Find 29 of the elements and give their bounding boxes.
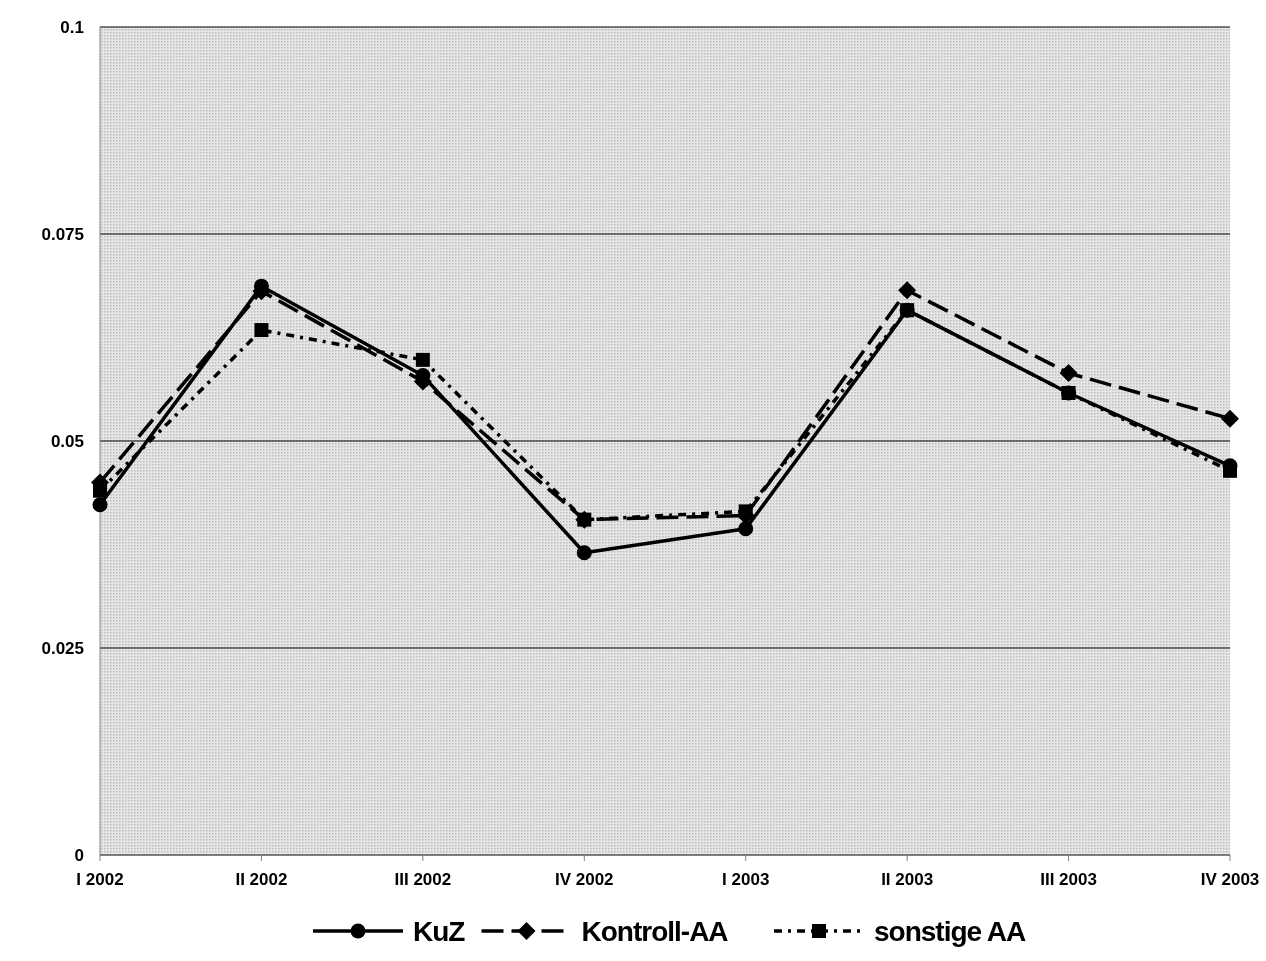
- point: [1061, 385, 1076, 400]
- x-tick-label: IV 2003: [1200, 870, 1260, 889]
- legend-label: KuZ: [413, 916, 466, 947]
- x-tick-label: III 2002: [394, 870, 452, 889]
- point: [738, 504, 753, 519]
- x-tick-label: II 2002: [235, 870, 288, 889]
- point: [898, 281, 917, 300]
- y-tick-label: 0.075: [41, 225, 84, 244]
- x-tick-label: II 2003: [881, 870, 934, 889]
- y-tick-label: 0: [74, 846, 84, 865]
- x-tick-label: IV 2002: [554, 870, 614, 889]
- y-tick-label: 0.1: [60, 18, 84, 37]
- legend-label: Kontroll-AA: [581, 916, 729, 947]
- point: [254, 323, 269, 338]
- point: [576, 545, 592, 561]
- y-tick-label: 0.05: [50, 432, 84, 451]
- point: [1221, 409, 1239, 428]
- point: [577, 512, 592, 527]
- x-tick-label: I 2003: [722, 870, 770, 889]
- x-tick-label: III 2003: [1040, 870, 1097, 889]
- point: [900, 303, 915, 318]
- x-tick-label: I 2002: [76, 870, 124, 889]
- legend-label: sonstige AA: [874, 916, 1027, 947]
- point: [1059, 364, 1078, 383]
- point: [738, 521, 754, 537]
- point: [415, 352, 430, 367]
- point: [92, 497, 108, 513]
- y-tick-label: 0.025: [41, 639, 84, 658]
- point: [93, 483, 107, 498]
